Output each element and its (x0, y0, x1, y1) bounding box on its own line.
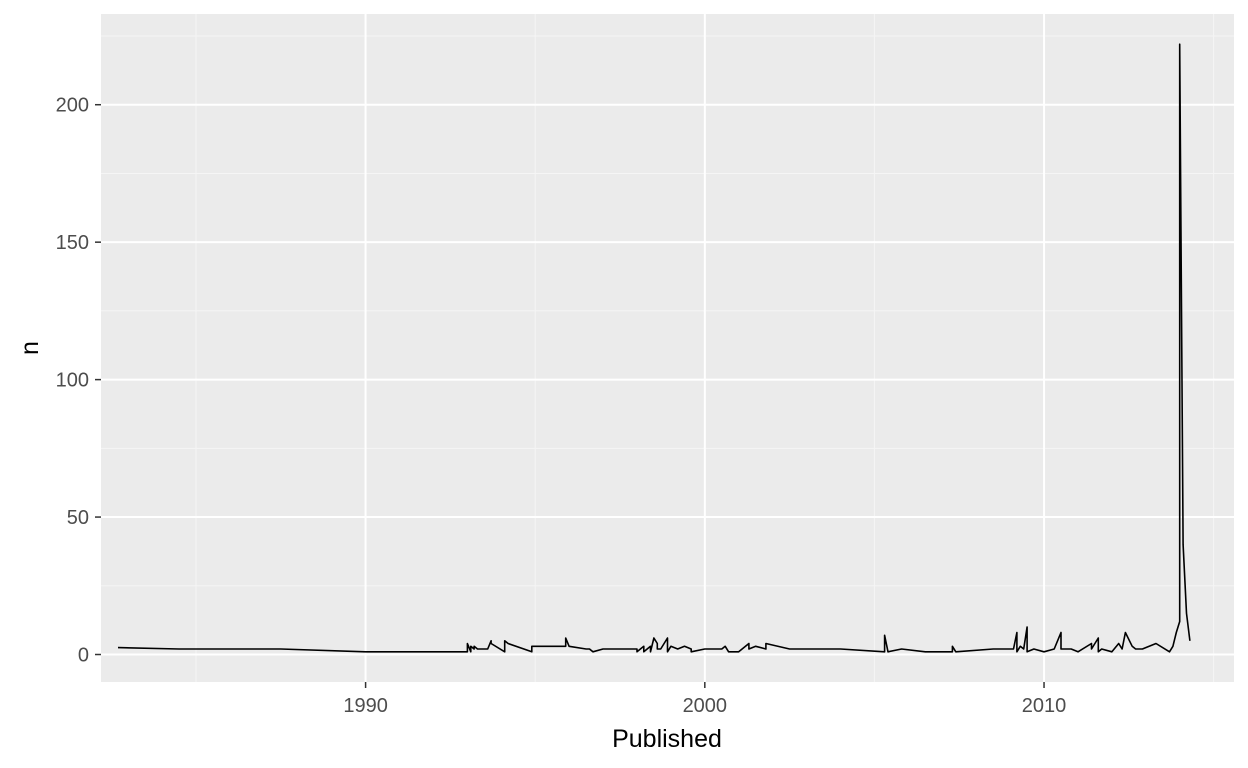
major-gridlines (101, 14, 1234, 682)
y-tick-label: 200 (56, 95, 89, 117)
x-tick-label: 1990 (343, 695, 388, 717)
y-tick-label: 0 (78, 645, 89, 667)
y-tick-label: 150 (56, 232, 89, 254)
plot-panel (101, 14, 1234, 682)
y-axis: 0 50 100 150 200 (56, 95, 101, 667)
x-axis-title: Published (612, 725, 722, 753)
x-axis: 1990 2000 2010 (343, 682, 1066, 717)
x-tick-label: 2000 (683, 695, 728, 717)
y-tick-label: 100 (56, 370, 89, 392)
y-tick-label: 50 (67, 507, 89, 529)
minor-gridlines (101, 14, 1234, 682)
series-line (117, 43, 1191, 653)
x-tick-label: 2010 (1022, 695, 1067, 717)
y-axis-title: n (16, 341, 44, 355)
